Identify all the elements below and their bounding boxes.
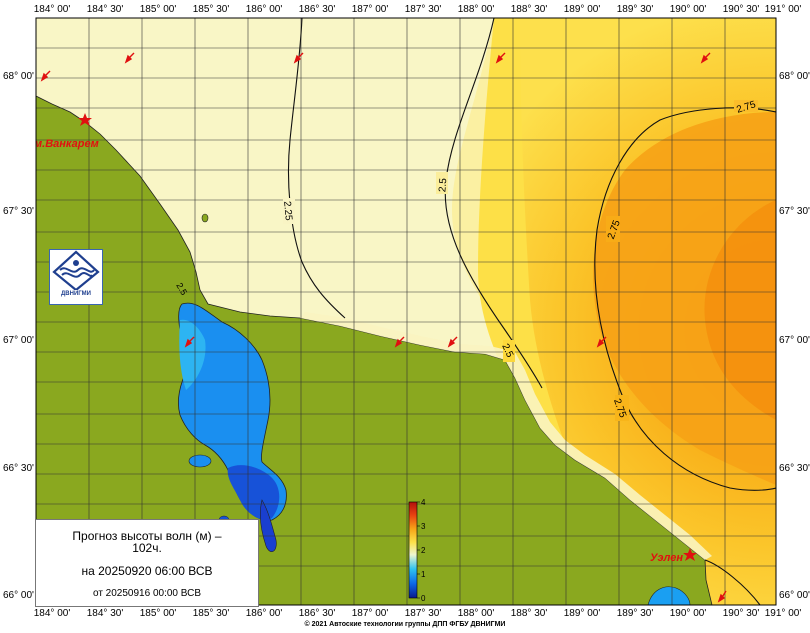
wave-arrows (40, 52, 727, 603)
dvnigmi-logo-icon (52, 250, 100, 292)
forecast-title-line1: Прогноз высоты волн (м) – (72, 529, 222, 543)
lat-tick-left: 68° 00' (3, 71, 34, 82)
wave-arrow-icon (124, 52, 135, 64)
lon-tick-bottom: 188° 30' (510, 608, 548, 619)
dvnigmi-logo: ДВНИГМИ (49, 249, 103, 305)
wave-arrow-icon (596, 336, 607, 348)
wave-arrow-icon (184, 336, 195, 348)
lat-tick-right: 66° 30' (779, 463, 810, 474)
colorbar-label-3: 3 (421, 522, 426, 531)
contour-lines (287, 18, 776, 605)
lon-tick-top: 189° 30' (616, 4, 654, 15)
lon-tick-bottom: 184° 00' (33, 608, 71, 619)
lat-tick-right: 68° 00' (779, 71, 810, 82)
lon-tick-top: 188° 30' (510, 4, 548, 15)
small-lake-1 (188, 454, 212, 468)
lon-tick-top: 186° 00' (245, 4, 283, 15)
lat-tick-right: 67° 30' (779, 206, 810, 217)
lon-tick-top: 185° 30' (192, 4, 230, 15)
wave-arrow-icon (394, 336, 405, 348)
lon-tick-top: 191° 00' (764, 4, 802, 15)
lon-tick-top: 189° 00' (563, 4, 601, 15)
lon-tick-top: 184° 30' (86, 4, 124, 15)
contour-label-2-5-b: 2.5 (499, 342, 515, 360)
lon-tick-bottom: 184° 30' (86, 608, 124, 619)
logo-text: ДВНИГМИ (61, 291, 91, 297)
sea-core-max (704, 200, 776, 420)
forecast-issued: от 20250916 00:00 ВСВ (92, 588, 201, 599)
lon-tick-bottom: 185° 30' (192, 608, 230, 619)
colorbar-label-0: 0 (421, 594, 426, 603)
map-frame (35, 17, 777, 606)
lon-tick-bottom: 185° 00' (139, 608, 177, 619)
contour-labels: 2.75 2.75 2.75 2.5 2.5 2.25 2.5 (174, 99, 758, 421)
islet (201, 213, 209, 223)
colorbar-label-2: 2 (421, 546, 426, 555)
lon-tick-top: 185° 00' (139, 4, 177, 15)
lat-tick-left: 66° 30' (3, 463, 34, 474)
copyright-footer: © 2021 Автоские технологии группы ДПП ФГ… (304, 621, 506, 628)
sea-core-2-75 (593, 112, 776, 485)
lon-tick-top: 190° 30' (722, 4, 760, 15)
station-star-icon (78, 113, 92, 126)
lon-tick-top: 184° 00' (33, 4, 71, 15)
contour-label-2-25: 2.25 (281, 201, 294, 222)
wave-arrow-icon (700, 52, 711, 64)
contour-2-5-south (704, 559, 761, 605)
colorbar-label-1: 1 (421, 570, 426, 579)
wave-arrow-icon (293, 52, 304, 64)
lat-tick-right: 66° 00' (779, 590, 810, 601)
colorbar-label-4: 4 (421, 498, 426, 507)
lat-tick-right: 67° 00' (779, 335, 810, 346)
place-vankarem: м.Ванкарем (34, 138, 99, 150)
lon-tick-bottom: 189° 00' (563, 608, 601, 619)
lon-tick-top: 186° 30' (298, 4, 336, 15)
contour-label-2-5-a: 2.5 (437, 177, 449, 192)
lagoon-deep (227, 465, 280, 520)
lon-tick-bottom: 191° 00' (764, 608, 802, 619)
forecast-title-line2: 102ч. (132, 541, 162, 555)
lon-tick-bottom: 188° 00' (457, 608, 495, 619)
colorbar: 4 3 2 1 0 (408, 498, 426, 603)
contour-2-75-main (594, 107, 776, 491)
lon-tick-bottom: 190° 30' (722, 608, 760, 619)
wave-arrow-icon (495, 52, 506, 64)
forecast-title: Прогноз высоты волн (м) – 102ч. (36, 530, 258, 554)
lat-tick-left: 67° 30' (3, 206, 34, 217)
lagoon-south (647, 586, 691, 605)
forecast-info-box: Прогноз высоты волн (м) – 102ч. на 20250… (35, 519, 259, 607)
contour-2-5-north (444, 18, 543, 389)
lon-tick-top: 187° 00' (351, 4, 389, 15)
place-uelen: Уэлен (650, 552, 683, 564)
lon-tick-bottom: 187° 00' (351, 608, 389, 619)
wave-arrow-icon (717, 590, 727, 603)
lon-tick-bottom: 186° 30' (298, 608, 336, 619)
lon-tick-bottom: 186° 00' (245, 608, 283, 619)
lagoon-inlet (260, 499, 277, 552)
forecast-date: на 20250920 06:00 ВСВ (81, 564, 213, 578)
lon-tick-bottom: 190° 00' (669, 608, 707, 619)
station-star-icon (683, 548, 697, 561)
wave-arrow-icon (447, 336, 458, 348)
lon-tick-bottom: 187° 30' (404, 608, 442, 619)
lon-tick-top: 188° 00' (457, 4, 495, 15)
lat-tick-left: 67° 00' (3, 335, 34, 346)
lon-tick-top: 190° 00' (669, 4, 707, 15)
wave-arrow-icon (40, 70, 51, 82)
lat-tick-left: 66° 00' (3, 590, 34, 601)
lagoon-shallow (179, 319, 206, 390)
lon-tick-top: 187° 30' (404, 4, 442, 15)
station-markers (78, 113, 697, 561)
contour-2-25 (287, 18, 346, 319)
lon-tick-bottom: 189° 30' (616, 608, 654, 619)
